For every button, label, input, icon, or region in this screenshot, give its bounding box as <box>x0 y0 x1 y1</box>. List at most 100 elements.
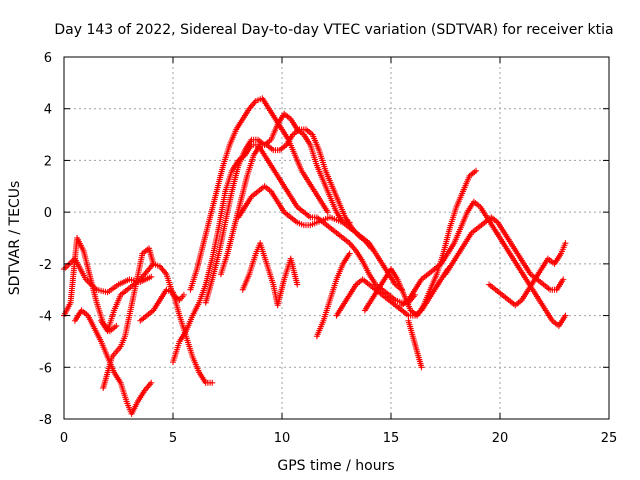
data-point-fill <box>491 226 502 240</box>
data-point-fill <box>532 267 544 281</box>
series-track-16 <box>486 240 569 309</box>
data-point-fill <box>138 313 149 323</box>
data-point-fill <box>139 274 153 285</box>
data-point-fill <box>282 210 293 220</box>
axis-ticks: 0 5 10 15 20 25 -8 -6 -4 -2 0 2 4 6 <box>39 51 617 446</box>
data-point-fill <box>61 301 73 317</box>
data-point <box>562 240 569 247</box>
data-point-fill <box>373 252 385 266</box>
data-point-fill <box>100 371 111 390</box>
data-point-fill <box>268 123 280 141</box>
data-point-fill <box>142 381 153 393</box>
data-point-fill <box>201 216 213 245</box>
data-point-fill <box>535 277 545 287</box>
data-point-fill <box>507 298 517 307</box>
data-point-fill <box>177 329 188 343</box>
data-point-fill <box>240 107 252 121</box>
data-point-fill <box>315 215 325 225</box>
data-point-fill <box>220 143 233 167</box>
series-track-13 <box>361 167 480 319</box>
data-point-fill <box>463 231 474 245</box>
data-point-fill <box>452 226 463 245</box>
data-point-fill <box>256 138 266 147</box>
data-point-fill <box>336 200 348 219</box>
data-point-fill <box>190 301 202 317</box>
data-point-fill <box>515 252 526 266</box>
data-point-fill <box>421 288 433 307</box>
data-point-fill <box>125 282 136 292</box>
x-axis-label: GPS time / hours <box>277 458 394 474</box>
data-point-fill <box>428 273 439 291</box>
data-point-fill <box>309 214 318 221</box>
data-point-fill <box>216 221 228 255</box>
data-point-fill <box>75 236 86 253</box>
data-point-fill <box>141 246 151 256</box>
data-point-fill <box>327 278 339 301</box>
data-point-fill <box>299 169 311 183</box>
data-point-fill <box>250 141 259 148</box>
data-point-fill <box>426 288 437 302</box>
data-point-fill <box>393 303 404 313</box>
data-point-fill <box>537 298 548 312</box>
data-point-fill <box>494 288 504 297</box>
data-point-fill <box>511 257 522 271</box>
data-point-fill <box>394 297 403 305</box>
data-series <box>61 95 569 417</box>
x-tick-label: 20 <box>492 431 509 446</box>
y-tick-label: -4 <box>39 310 52 325</box>
y-tick-label: 4 <box>44 103 52 118</box>
data-point-fill <box>135 252 146 276</box>
data-point-fill <box>458 211 470 229</box>
data-point <box>209 379 216 386</box>
data-point-fill <box>546 256 556 266</box>
data-point-fill <box>67 237 80 304</box>
data-point-fill <box>314 319 326 338</box>
data-point-fill <box>251 143 263 157</box>
data-point-fill <box>369 288 380 302</box>
data-point-fill <box>410 335 420 353</box>
data-point-fill <box>183 335 195 358</box>
data-point-fill <box>278 143 288 152</box>
data-point-fill <box>309 220 318 228</box>
data-point-fill <box>307 143 320 167</box>
data-point-fill <box>108 324 118 333</box>
data-point-fill <box>549 286 558 293</box>
data-point-fill <box>322 220 332 230</box>
data-point-fill <box>170 291 182 317</box>
data-point-fill <box>234 117 245 131</box>
data-point-fill <box>454 190 466 209</box>
data-point-fill <box>498 236 509 250</box>
data-point-fill <box>304 127 314 137</box>
plot-frame <box>63 56 610 420</box>
data-point-fill <box>227 128 239 146</box>
data-point-fill <box>209 226 222 260</box>
data-point-fill <box>558 242 568 255</box>
data-point-fill <box>110 350 118 359</box>
series-track-19 <box>405 317 425 371</box>
data-point-fill <box>508 241 520 255</box>
data-point-fill <box>329 215 338 223</box>
y-tick-label: 2 <box>44 154 52 169</box>
data-point-fill <box>513 298 524 307</box>
data-point-fill <box>495 221 507 235</box>
data-point-fill <box>552 252 563 266</box>
data-point-fill <box>289 215 299 225</box>
data-point-fill <box>439 252 450 266</box>
data-point <box>294 281 301 288</box>
data-point-fill <box>288 195 300 209</box>
grid <box>64 57 609 419</box>
data-point-fill <box>341 293 352 307</box>
data-point-fill <box>177 293 186 302</box>
data-point-fill <box>152 261 161 269</box>
data-point-fill <box>387 293 397 302</box>
data-point-fill <box>197 371 208 385</box>
data-point-fill <box>400 308 410 318</box>
data-point-fill <box>80 308 90 318</box>
series-track-6 <box>137 286 216 386</box>
data-point-fill <box>360 260 372 276</box>
data-point-fill <box>207 190 220 219</box>
data-point-fill <box>322 215 331 223</box>
data-point-fill <box>519 288 531 302</box>
data-point-fill <box>414 350 424 369</box>
